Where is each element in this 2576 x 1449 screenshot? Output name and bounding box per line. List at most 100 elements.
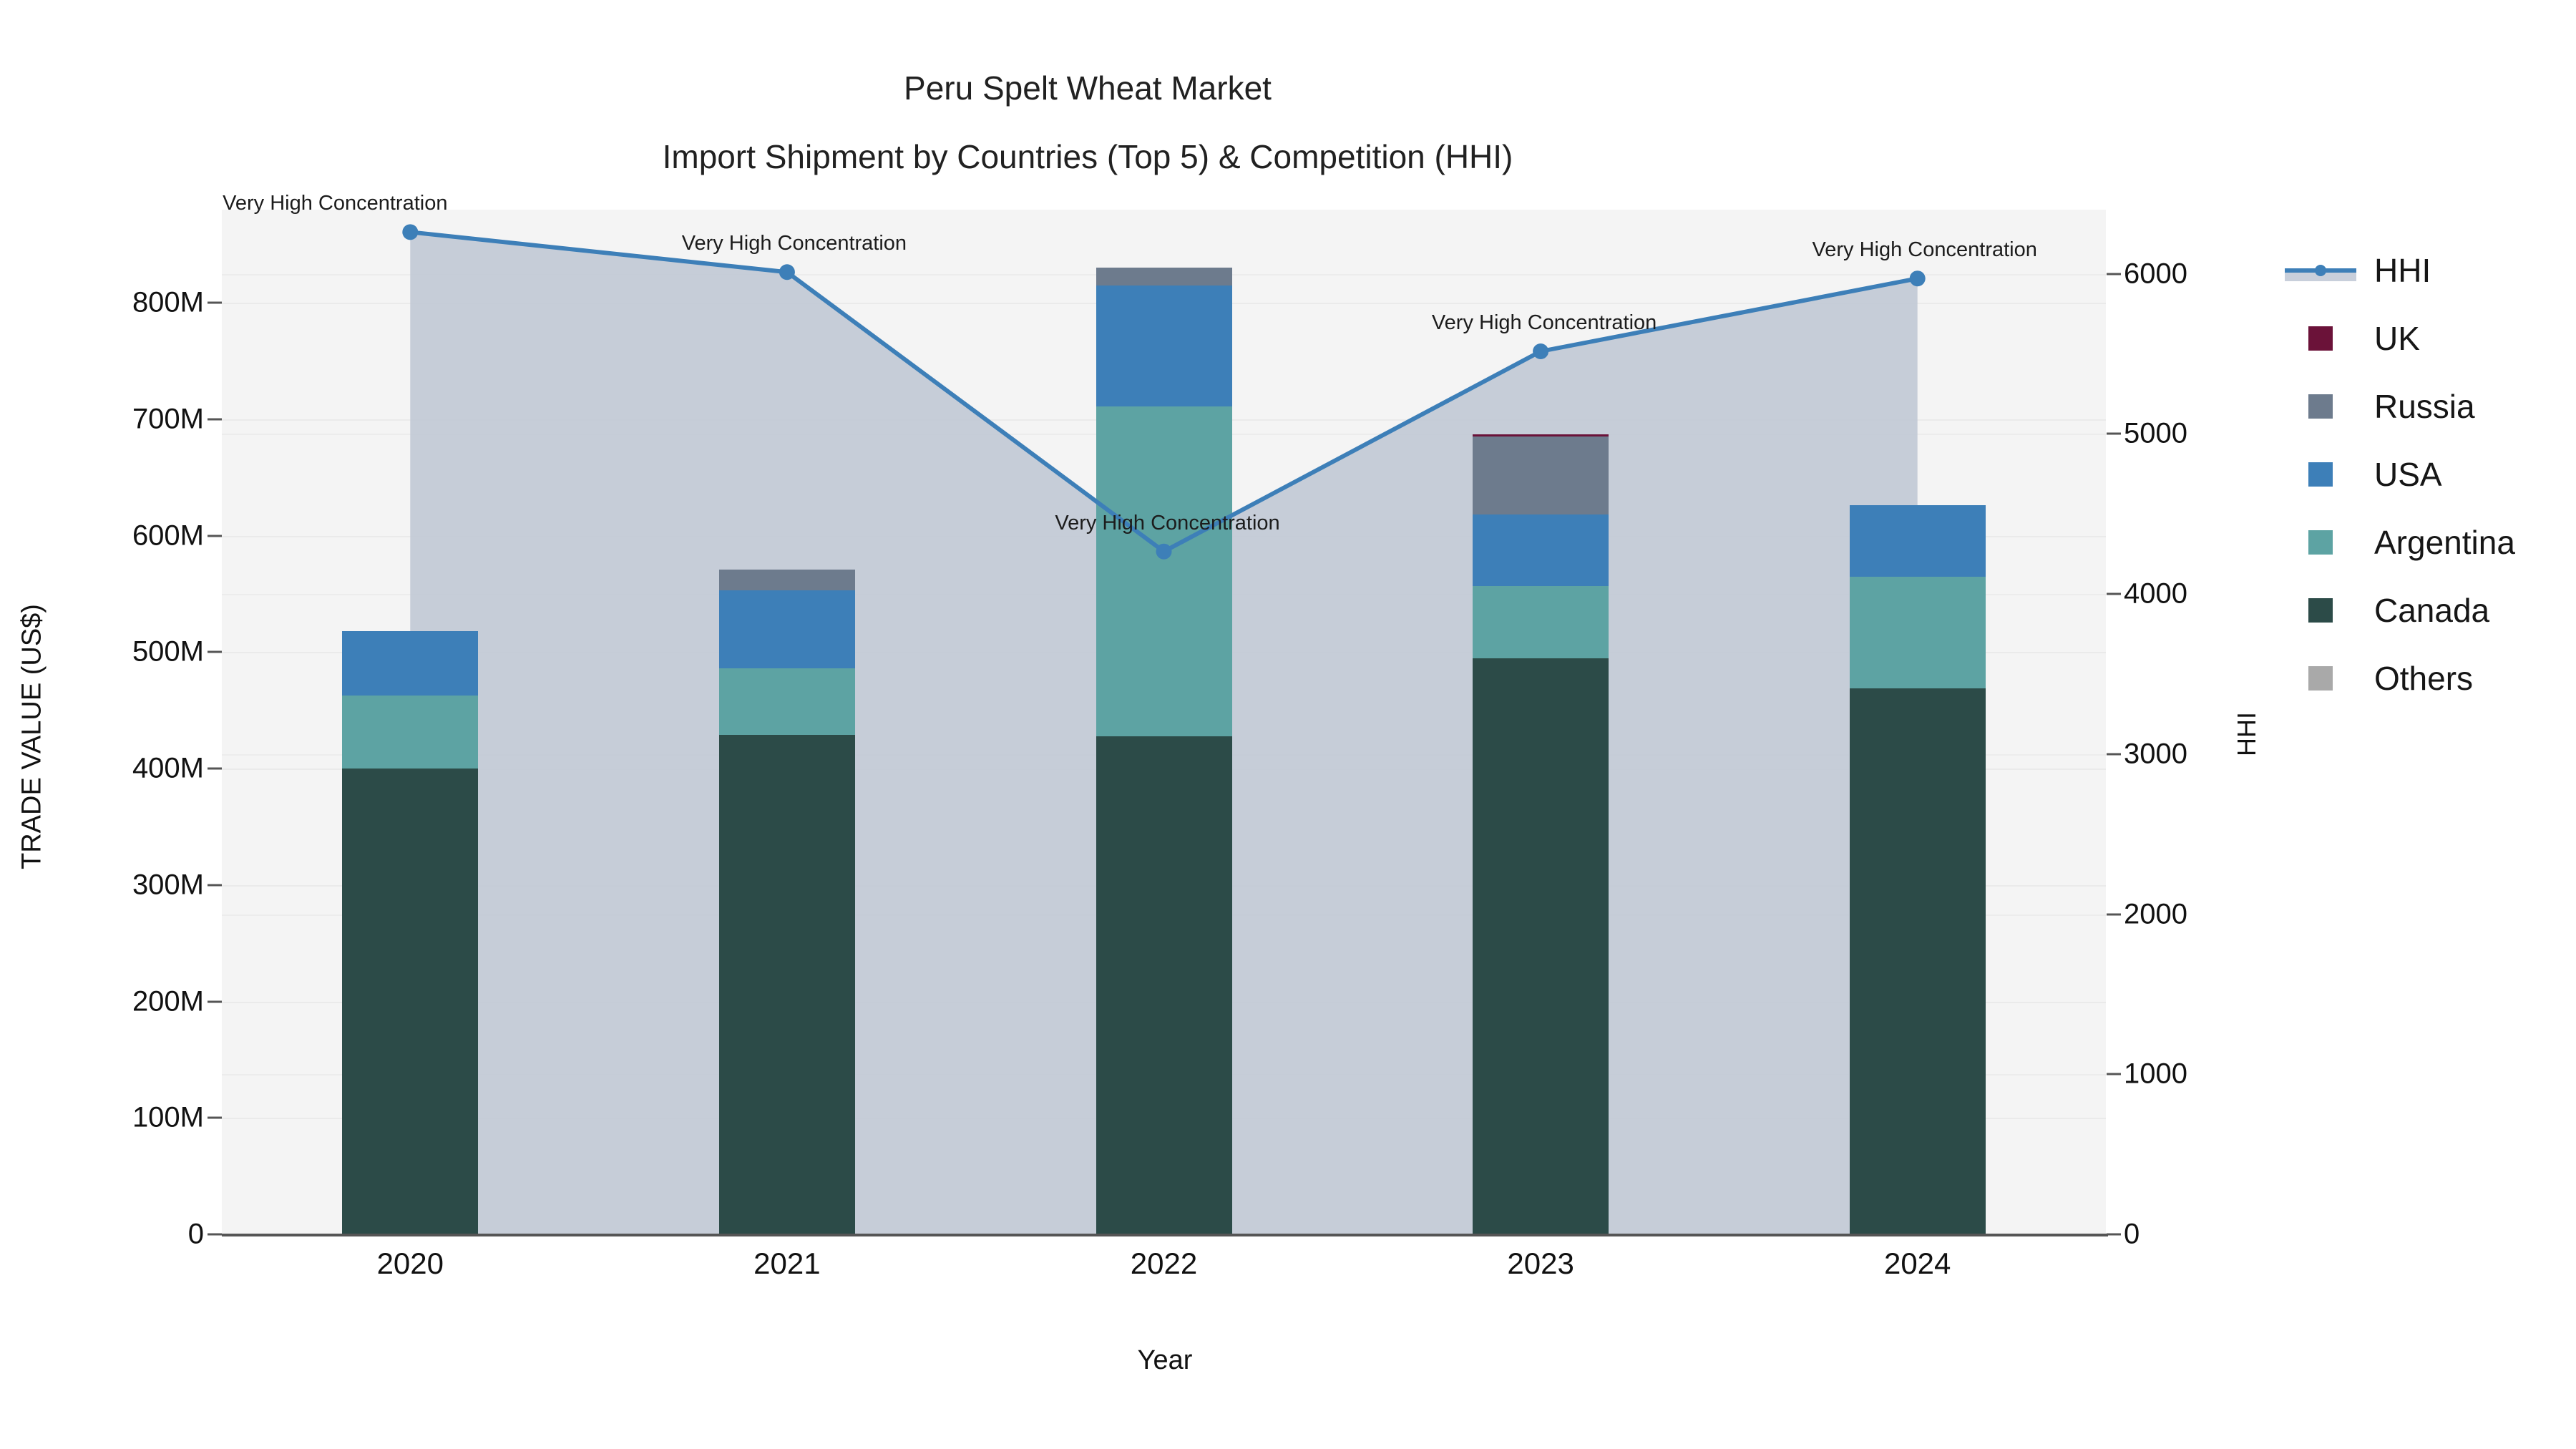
y-right-tick-label: 6000 <box>2124 258 2187 289</box>
legend-swatch-icon <box>2308 597 2333 623</box>
legend-swatch-icon <box>2308 394 2333 419</box>
legend-label: Others <box>2374 659 2474 697</box>
legend-item-uk[interactable]: UK <box>2279 304 2565 372</box>
y-left-tick-mark <box>208 301 222 304</box>
x-tick-label-2020: 2020 <box>376 1246 444 1280</box>
hhi-marker-2020[interactable] <box>402 224 419 240</box>
x-tick-label-2021: 2021 <box>753 1246 821 1280</box>
legend-swatch-icon <box>2279 394 2361 419</box>
bar-segment-argentina-2020[interactable] <box>342 695 479 769</box>
legend-label: Argentina <box>2374 523 2515 561</box>
legend: HHI UK Russia USA Argentina Canada Others <box>2279 236 2565 712</box>
legend-label: UK <box>2374 319 2420 357</box>
chart-title-line-1: Peru Spelt Wheat Market <box>904 69 1272 107</box>
y-left-tick-mark <box>208 1000 222 1003</box>
y-right-tick-label: 4000 <box>2124 577 2187 610</box>
y-right-tick-label: 1000 <box>2124 1058 2187 1090</box>
legend-label: Canada <box>2374 591 2490 629</box>
hhi-marker-2022[interactable] <box>1156 543 1172 560</box>
legend-line-dot <box>2314 264 2326 276</box>
y-left-tick-label: 200M <box>132 985 204 1018</box>
line-marker-icon <box>2284 260 2356 281</box>
legend-swatch-icon <box>2279 462 2361 487</box>
legend-item-russia[interactable]: Russia <box>2279 372 2565 440</box>
bar-segment-canada-2020[interactable] <box>342 769 479 1234</box>
bar-segment-argentina-2022[interactable] <box>1096 406 1232 736</box>
y-axis-left-label: TRADE VALUE (US$) <box>16 604 47 869</box>
hhi-line <box>402 224 1926 560</box>
legend-swatch-icon <box>2308 530 2333 555</box>
y-left-tick-label: 400M <box>132 752 204 784</box>
y-right-tick-mark <box>2107 273 2121 275</box>
bar-segment-argentina-2021[interactable] <box>718 668 855 735</box>
legend-swatch-icon <box>2308 326 2333 351</box>
chart-title: Peru Spelt Wheat Market Import Shipment … <box>0 54 2175 191</box>
legend-swatch-icon <box>2279 665 2361 691</box>
bar-segment-uk-2023[interactable] <box>1473 434 1609 437</box>
bar-segment-russia-2021[interactable] <box>718 569 855 591</box>
y-left-tick-label: 500M <box>132 635 204 668</box>
y-left-tick-mark <box>208 767 222 770</box>
y-right-tick-label: 3000 <box>2124 738 2187 770</box>
bar-segment-canada-2023[interactable] <box>1473 658 1609 1234</box>
hhi-marker-2024[interactable] <box>1909 270 1926 287</box>
bar-segment-russia-2022[interactable] <box>1096 268 1232 286</box>
annotation-2020: Very High Concentration <box>223 192 448 215</box>
bar-segment-russia-2023[interactable] <box>1473 436 1609 515</box>
bar-segment-canada-2024[interactable] <box>1849 688 1986 1234</box>
y-left-tick-mark <box>208 418 222 421</box>
bar-segment-usa-2023[interactable] <box>1473 514 1609 586</box>
chart-title-line-2: Import Shipment by Countries (Top 5) & C… <box>662 138 1513 175</box>
y-right-tick-mark <box>2107 592 2121 595</box>
y-left-tick-label: 0 <box>187 1218 204 1250</box>
y-left-tick-label: 100M <box>132 1101 204 1133</box>
bar-segment-usa-2021[interactable] <box>718 590 855 669</box>
y-right-tick-mark <box>2107 913 2121 915</box>
y-left-tick-mark <box>208 1233 222 1236</box>
y-left-tick-mark <box>208 1116 222 1119</box>
y-right-tick-mark <box>2107 432 2121 435</box>
bar-segment-usa-2024[interactable] <box>1849 505 1986 577</box>
y-left-tick-mark <box>208 884 222 887</box>
legend-label: HHI <box>2374 251 2431 289</box>
bar-segment-argentina-2023[interactable] <box>1473 585 1609 658</box>
y-right-tick-label: 5000 <box>2124 417 2187 449</box>
legend-label: Russia <box>2374 387 2475 425</box>
annotation-2023: Very High Concentration <box>1431 311 1657 335</box>
plot-area: Very High Concentration Very High Concent… <box>222 192 2106 1236</box>
legend-item-argentina[interactable]: Argentina <box>2279 508 2565 576</box>
bar-segment-canada-2021[interactable] <box>718 734 855 1234</box>
legend-swatch-icon <box>2279 530 2361 555</box>
bar-segment-argentina-2024[interactable] <box>1849 576 1986 688</box>
legend-item-others[interactable]: Others <box>2279 644 2565 712</box>
legend-item-hhi[interactable]: HHI <box>2279 236 2565 304</box>
y-right-tick-mark <box>2107 1233 2121 1236</box>
y-left-tick-label: 800M <box>132 286 204 318</box>
x-tick-label-2024: 2024 <box>1883 1246 1951 1280</box>
legend-item-usa[interactable]: USA <box>2279 440 2565 508</box>
annotation-2022: Very High Concentration <box>1055 511 1280 535</box>
legend-swatch-icon <box>2308 462 2333 487</box>
y-left-tick-mark <box>208 535 222 537</box>
y-left-tick-mark <box>208 650 222 653</box>
y-right-tick-label: 0 <box>2124 1218 2140 1250</box>
line-marker-icon <box>2279 260 2361 281</box>
legend-item-canada[interactable]: Canada <box>2279 576 2565 644</box>
legend-swatch-icon <box>2308 665 2333 691</box>
y-left-tick-label: 300M <box>132 869 204 901</box>
y-left-tick-label: 700M <box>132 403 204 435</box>
y-left-tick-label: 600M <box>132 519 204 552</box>
y-right-tick-mark <box>2107 753 2121 756</box>
annotation-2024: Very High Concentration <box>1812 238 2037 262</box>
x-tick-label-2022: 2022 <box>1130 1246 1198 1280</box>
hhi-marker-2023[interactable] <box>1533 343 1549 360</box>
bar-segment-canada-2022[interactable] <box>1096 736 1232 1234</box>
x-tick-label-2023: 2023 <box>1507 1246 1574 1280</box>
x-axis-label: Year <box>1137 1345 1193 1375</box>
legend-label: USA <box>2374 455 2442 493</box>
hhi-marker-2021[interactable] <box>779 264 795 280</box>
x-axis-line <box>222 1234 2108 1236</box>
bar-segment-usa-2022[interactable] <box>1096 285 1232 407</box>
y-right-tick-mark <box>2107 1073 2121 1075</box>
bar-segment-usa-2020[interactable] <box>342 631 479 696</box>
